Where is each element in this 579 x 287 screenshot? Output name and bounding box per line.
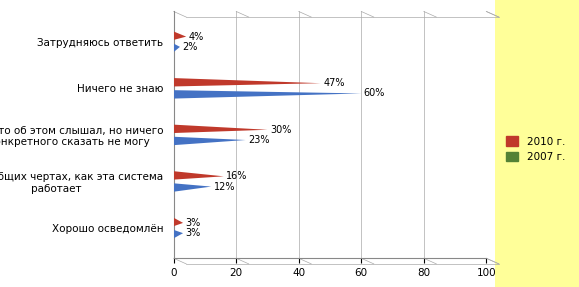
Text: 2%: 2%	[182, 42, 198, 52]
Text: 23%: 23%	[248, 135, 270, 145]
Polygon shape	[174, 32, 186, 40]
Text: 12%: 12%	[214, 182, 235, 192]
Polygon shape	[174, 171, 223, 180]
Polygon shape	[174, 137, 245, 145]
Text: 30%: 30%	[270, 125, 291, 135]
Polygon shape	[174, 78, 321, 86]
Text: 3%: 3%	[186, 228, 201, 238]
Text: 60%: 60%	[364, 88, 385, 98]
Text: 16%: 16%	[226, 171, 248, 181]
Polygon shape	[174, 230, 183, 238]
Text: 47%: 47%	[323, 78, 345, 88]
Polygon shape	[174, 183, 211, 192]
Legend: 2010 г., 2007 г.: 2010 г., 2007 г.	[503, 133, 569, 165]
Text: 4%: 4%	[189, 32, 204, 42]
Polygon shape	[174, 44, 180, 52]
Polygon shape	[174, 90, 361, 98]
Polygon shape	[174, 218, 183, 226]
Text: 3%: 3%	[186, 218, 201, 228]
Polygon shape	[174, 125, 267, 133]
